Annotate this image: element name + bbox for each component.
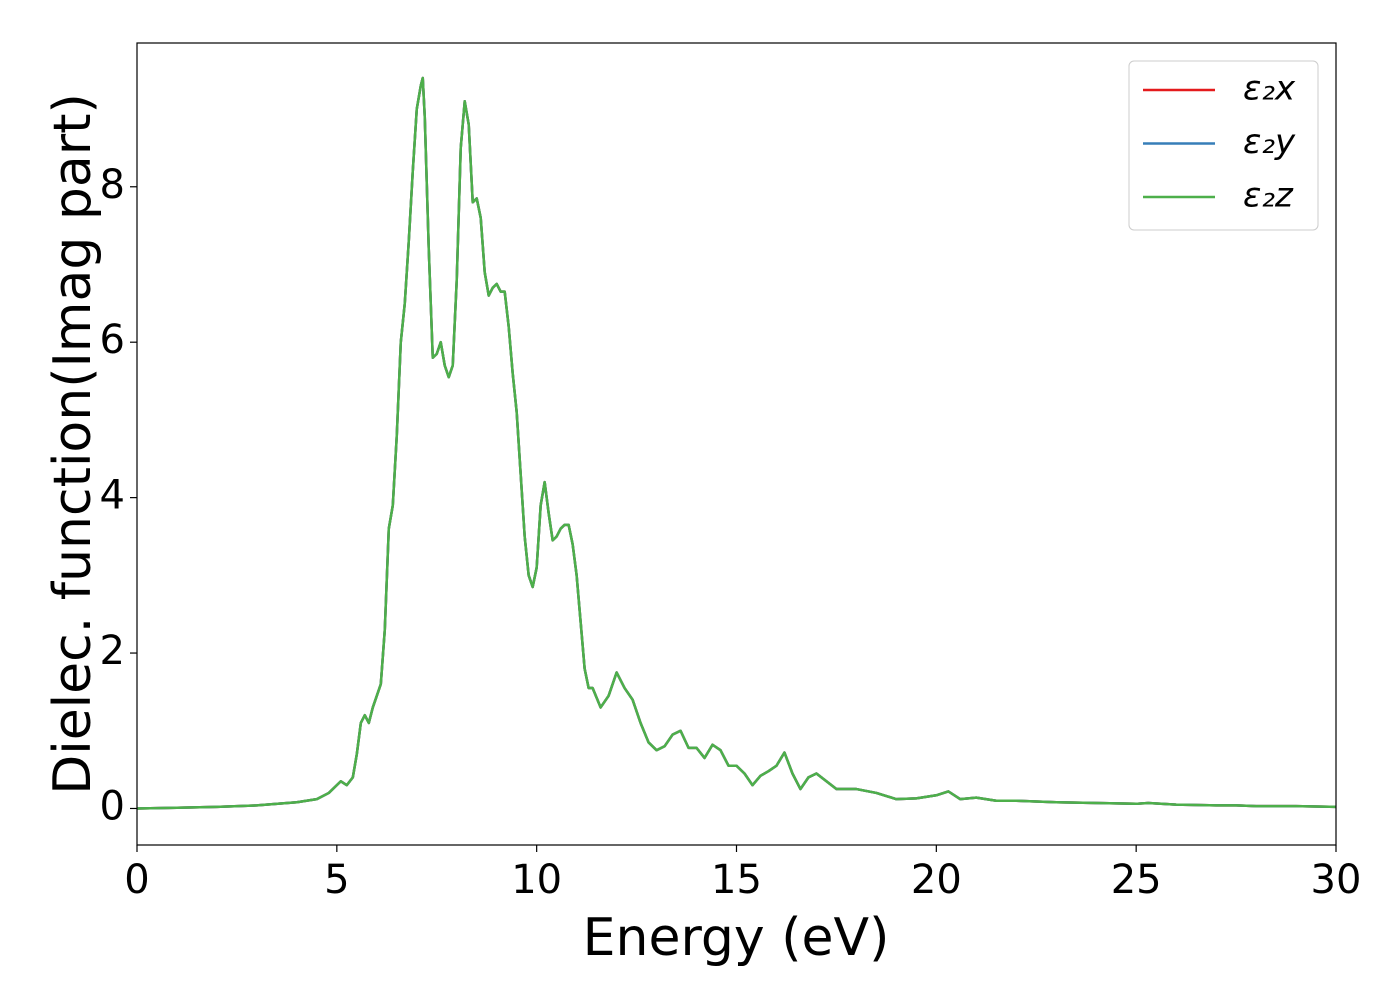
- y-tick-label: 2: [100, 628, 125, 674]
- y-axis-label: Dielec. function(Imag part): [43, 93, 103, 795]
- x-tick-label: 0: [124, 857, 149, 903]
- x-tick-label: 5: [324, 857, 349, 903]
- legend-box: [1128, 60, 1319, 231]
- x-tick-label: 30: [1311, 857, 1362, 903]
- x-axis-label: Energy (eV): [583, 908, 890, 968]
- y-tick-label: 6: [100, 317, 125, 363]
- legend-label: ε₂x: [1243, 69, 1296, 109]
- legend-label: ε₂z: [1243, 176, 1294, 216]
- data-line: [136, 76, 1337, 810]
- x-tick-label: 25: [1111, 857, 1162, 903]
- legend-label: ε₂y: [1243, 122, 1296, 162]
- plot-area: [136, 76, 1337, 810]
- y-tick-label: 8: [100, 162, 125, 208]
- x-tick-label: 20: [911, 857, 962, 903]
- x-tick-label: 15: [711, 857, 762, 903]
- x-tick-label: 10: [511, 857, 562, 903]
- y-tick-label: 4: [100, 473, 125, 519]
- y-tick-label: 0: [100, 783, 125, 829]
